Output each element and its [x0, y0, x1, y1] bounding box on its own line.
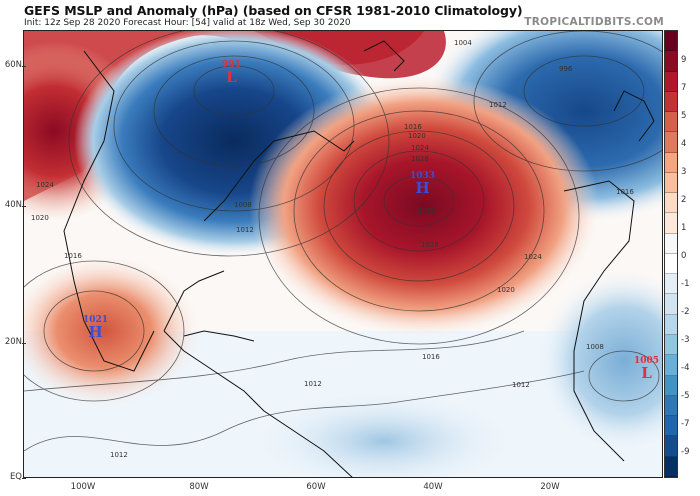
isobar-label: 1024 [524, 253, 542, 261]
lat-label-60n: 60N [0, 60, 26, 70]
isobar-label: 1012 [236, 226, 254, 234]
high-pressure-center: 1021 H [83, 316, 108, 340]
colorbar-tick: 4 [681, 139, 687, 149]
isobar-label: 1028 [411, 155, 429, 163]
colorbar-tick: -7 [681, 419, 690, 429]
pressure-value: 1021 [83, 315, 109, 325]
high-symbol: H [415, 179, 430, 197]
colorbar-swatch [665, 152, 677, 173]
colorbar-swatch [665, 233, 677, 254]
isobar-label: 1008 [234, 201, 252, 209]
colorbar-tick: 2 [681, 195, 687, 205]
isobar-label: 1012 [110, 451, 128, 459]
mslp-anomaly-map: 991 L 1033 H 1021 H 1005 L 1004 996 1012… [23, 30, 663, 478]
isobar-label: 1012 [489, 101, 507, 109]
colorbar-tick: 0 [681, 251, 687, 261]
isobar-label: 1004 [454, 39, 472, 47]
isobar-label: 1012 [512, 381, 530, 389]
colorbar-swatch [665, 294, 677, 315]
colorbar-tick: 1 [681, 223, 687, 233]
colorbar-swatch [665, 456, 677, 477]
pressure-value: 1033 [410, 171, 436, 181]
high-symbol: H [88, 323, 103, 341]
colorbar-swatch [665, 314, 677, 335]
colorbar-swatch [665, 213, 677, 234]
isobar-label: 1016 [404, 123, 422, 131]
colorbar-swatch [665, 112, 677, 133]
isobar-label: 1028 [421, 241, 439, 249]
colorbar-tick: -4 [681, 363, 690, 373]
low-symbol: L [641, 364, 652, 382]
colorbar-swatch [665, 71, 677, 92]
colorbar-swatch [665, 274, 677, 295]
lat-label-eq: EQ [0, 472, 26, 482]
colorbar-tick: -3 [681, 335, 690, 345]
isobar-label: 996 [559, 65, 573, 73]
colorbar-swatch [665, 355, 677, 376]
isobar-label: 1020 [408, 132, 426, 140]
colorbar-swatch [665, 436, 677, 457]
lon-label-40w: 40W [423, 482, 443, 492]
anomaly-colorbar [664, 30, 678, 478]
high-pressure-center: 1033 H [410, 172, 435, 196]
colorbar-swatch [665, 51, 677, 72]
colorbar-swatch [665, 193, 677, 214]
isobar-label: 1032 [418, 207, 436, 215]
colorbar-tick: -1 [681, 279, 690, 289]
colorbar-tick: 3 [681, 167, 687, 177]
isobar-label: 1016 [64, 252, 82, 260]
colorbar-tick: 7 [681, 83, 687, 93]
colorbar-tick: 5 [681, 111, 687, 121]
colorbar-swatch [665, 375, 677, 396]
pressure-value: 991 [222, 60, 241, 70]
colorbar-swatch [665, 253, 677, 275]
isobar-label: 1020 [31, 214, 49, 222]
isobar-label: 1024 [36, 181, 54, 189]
map-graphics [24, 31, 662, 477]
colorbar-swatch [665, 132, 677, 153]
colorbar-tick: -5 [681, 391, 690, 401]
lon-label-80w: 80W [189, 482, 209, 492]
colorbar-swatch [665, 172, 677, 194]
lat-label-40n: 40N [0, 200, 26, 210]
isobar-label: 1008 [586, 343, 604, 351]
colorbar-swatch [665, 416, 677, 437]
brand-watermark: TROPICALTIDBITS.COM [524, 16, 664, 28]
colorbar-tick: -2 [681, 307, 690, 317]
low-pressure-center: 991 L [222, 61, 241, 85]
lon-label-60w: 60W [306, 482, 326, 492]
colorbar-swatch [665, 395, 677, 417]
low-pressure-center: 1005 L [634, 357, 659, 381]
isobar-label: 1012 [304, 380, 322, 388]
low-symbol: L [226, 68, 237, 86]
colorbar-swatch [665, 31, 677, 52]
isobar-label: 1020 [497, 286, 515, 294]
isobar-label: 1016 [422, 353, 440, 361]
lat-label-20n: 20N [0, 337, 26, 347]
isobar-label: 1016 [616, 188, 634, 196]
isobar-label: 1024 [411, 144, 429, 152]
lon-label-20w: 20W [540, 482, 560, 492]
colorbar-swatch [665, 91, 677, 113]
colorbar-tick: 9 [681, 55, 687, 65]
colorbar-tick: -9 [681, 447, 690, 457]
pressure-value: 1005 [634, 356, 660, 366]
chart-title: GEFS MSLP and Anomaly (hPa) (based on CF… [24, 3, 523, 18]
colorbar-swatch [665, 334, 677, 356]
chart-subtitle: Init: 12z Sep 28 2020 Forecast Hour: [54… [24, 18, 351, 28]
lon-label-100w: 100W [70, 482, 96, 492]
